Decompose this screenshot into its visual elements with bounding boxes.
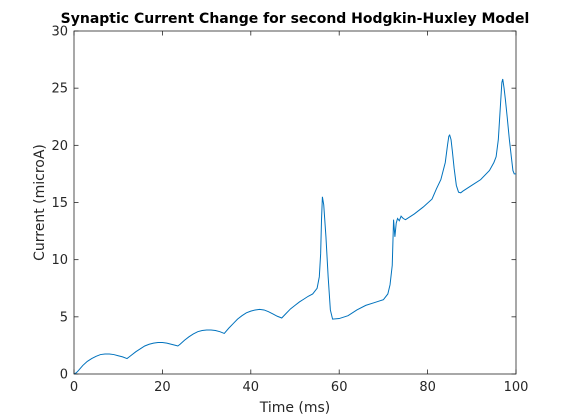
- x-tick-label: 100: [504, 380, 529, 395]
- x-tick-label: 60: [331, 380, 348, 395]
- x-axis-label: Time (ms): [259, 400, 331, 416]
- y-tick-label: 25: [51, 82, 68, 97]
- y-axis-ticks: 0 5 10 15 20 25 30: [51, 25, 516, 383]
- y-axis-label: Current (microA): [32, 144, 48, 261]
- y-tick-label: 5: [60, 310, 68, 325]
- y-tick-label: 0: [60, 368, 68, 383]
- x-tick-label: 20: [154, 380, 171, 395]
- plot-area: [73, 30, 517, 375]
- x-tick-label: 0: [70, 380, 78, 395]
- y-tick-label: 20: [51, 139, 68, 154]
- x-tick-label: 80: [419, 380, 436, 395]
- x-axis-ticks: 0 20 40 60 80 100: [70, 31, 529, 395]
- axes-box: [73, 30, 517, 375]
- x-tick-label: 40: [243, 380, 260, 395]
- y-tick-label: 15: [51, 196, 68, 211]
- current-series-line: [73, 78, 516, 375]
- y-tick-label: 30: [51, 25, 68, 40]
- chart-title: Synaptic Current Change for second Hodgk…: [61, 11, 530, 27]
- y-tick-label: 10: [51, 253, 68, 268]
